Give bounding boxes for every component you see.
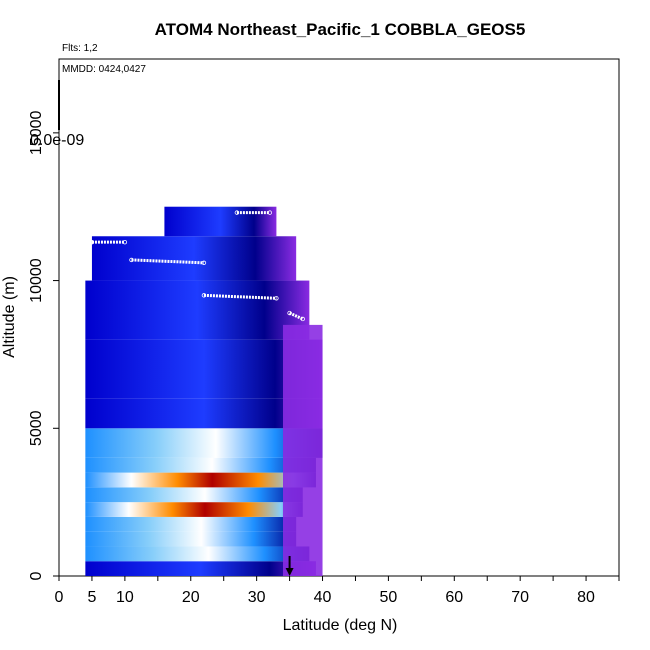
flight-point [274,296,279,301]
curtain-band [85,280,310,340]
plot-frame [58,58,620,577]
x-tick-label: 30 [248,589,266,606]
flight-track [131,258,205,265]
curtain-band [85,472,316,488]
x-tick-label: 5 [87,589,96,606]
flight-point [300,316,305,322]
flight-track [288,311,304,321]
down-arrow-icon [285,556,294,576]
y-tick-label: 0 [28,571,45,580]
y-tick-label: 5000 [28,410,45,446]
flight-point [287,310,292,316]
chart-title: ATOM4 Northeast_Pacific_1 COBBLA_GEOS5 [155,20,526,39]
y-tick-label: 15000 [28,111,45,156]
x-tick-label: 20 [182,589,200,606]
x-tick-label: 10 [116,589,134,606]
y-axis-label: Altitude (m) [1,276,18,358]
scale-label: 0.0e-09 [30,132,84,149]
curtain-band [85,546,310,562]
x-tick-label: 0 [55,589,64,606]
x-tick-label: 40 [314,589,332,606]
x-tick-label: 80 [577,589,595,606]
x-tick-label: 70 [511,589,529,606]
flight-point [201,260,207,266]
flights-note: Flts: 1,2 [62,43,98,54]
flight-point [267,210,273,215]
curtain-band [85,502,303,517]
flight-point [234,210,240,215]
x-tick-label: 60 [445,589,463,606]
flight-point [122,239,128,245]
x-tick-label: 50 [380,589,398,606]
curtain-layer [85,206,323,576]
flight-point [89,239,95,245]
flight-point [129,257,134,263]
curtain-band [283,324,323,576]
x-axis-label: Latitude (deg N) [283,617,398,634]
flight-track [203,293,277,300]
curtain-band [85,561,316,576]
curtain-band [85,457,316,473]
curtain-band [164,206,277,237]
y-tick-label: 10000 [28,258,45,303]
y-axis: 0 5000 10000 15000 [28,111,59,580]
curtain-band [85,516,297,532]
curtain-band [85,531,297,547]
flight-point [201,293,207,298]
dates-note: MMDD: 0424,0427 [62,64,146,75]
flight-track-layer [89,210,305,322]
curtain-band [85,487,303,503]
x-axis: 0 5 10 20 30 40 50 60 70 80 [55,576,620,606]
